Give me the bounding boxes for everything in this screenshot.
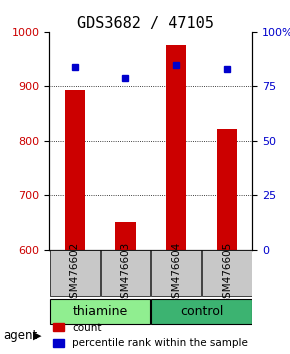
Text: thiamine: thiamine (72, 305, 128, 318)
Text: control: control (180, 305, 223, 318)
FancyBboxPatch shape (50, 251, 99, 296)
Text: GDS3682 / 47105: GDS3682 / 47105 (77, 16, 213, 30)
FancyBboxPatch shape (202, 251, 252, 296)
Text: agent: agent (3, 329, 37, 342)
Bar (64, 90, 85, 250)
Bar (166, 45, 186, 250)
Bar (217, 129, 237, 250)
Legend: count, percentile rank within the sample: count, percentile rank within the sample (49, 319, 252, 352)
FancyBboxPatch shape (151, 299, 252, 324)
FancyBboxPatch shape (101, 251, 150, 296)
FancyBboxPatch shape (151, 251, 201, 296)
Text: GSM476603: GSM476603 (120, 242, 130, 305)
Text: GSM476604: GSM476604 (171, 242, 181, 305)
FancyBboxPatch shape (50, 299, 150, 324)
Bar (115, 222, 136, 250)
Text: ▶: ▶ (33, 331, 42, 341)
Text: GSM476602: GSM476602 (70, 242, 80, 305)
Text: GSM476605: GSM476605 (222, 242, 232, 305)
